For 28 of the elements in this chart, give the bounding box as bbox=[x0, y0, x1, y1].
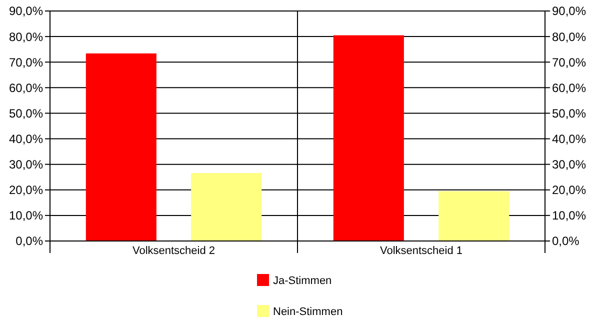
y2-tick-label: 90,0% bbox=[552, 4, 586, 18]
y-tick-label: 50,0% bbox=[8, 106, 44, 120]
x-tick-label: Volksentscheid 1 bbox=[380, 245, 463, 257]
y-tick-label: 70,0% bbox=[8, 55, 44, 70]
y2-tick-label: 20,0% bbox=[552, 183, 586, 198]
y-tick-label: 20,0% bbox=[8, 183, 44, 198]
y2-tick-label: 10,0% bbox=[552, 208, 586, 223]
y2-tick-label: 60,0% bbox=[552, 80, 586, 95]
bar bbox=[333, 35, 404, 241]
y2-tick-label: 70,0% bbox=[552, 55, 586, 70]
y2-tick-label: 0,0% bbox=[552, 234, 580, 248]
legend-label: Ja-Stimmen bbox=[273, 274, 332, 287]
y2-tick-label: 40,0% bbox=[552, 132, 586, 146]
x-tick-label: Volksentscheid 2 bbox=[132, 245, 216, 257]
y2-tick-label: 50,0% bbox=[552, 106, 586, 120]
y-tick-label: 80,0% bbox=[8, 30, 44, 44]
y-tick-label: 40,0% bbox=[8, 132, 44, 146]
y2-tick-label: 30,0% bbox=[552, 158, 586, 172]
y-tick-label: 30,0% bbox=[8, 158, 44, 172]
bar bbox=[86, 53, 156, 241]
y-tick-label: 60,0% bbox=[8, 80, 44, 95]
y-tick-label: 90,0% bbox=[8, 4, 44, 18]
y2-tick-label: 80,0% bbox=[552, 30, 586, 44]
bar bbox=[438, 191, 510, 241]
y-tick-label: 0,0% bbox=[16, 234, 44, 248]
bar bbox=[191, 173, 262, 241]
legend-label: Nein-Stimmen bbox=[273, 306, 343, 318]
y-tick-label: 10,0% bbox=[8, 208, 44, 223]
